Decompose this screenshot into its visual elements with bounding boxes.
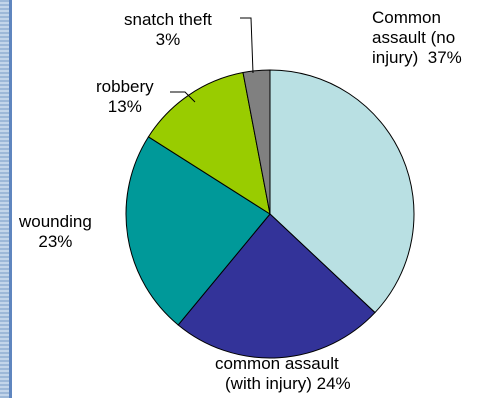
slice-wounding: [125, 136, 271, 326]
slice-snatch-theft: [242, 69, 271, 215]
label-line: Common: [372, 8, 441, 27]
label-common-assault-no-injury: Common assault (no injury) 37%: [372, 8, 462, 68]
label-text: injury): [372, 48, 419, 67]
label-line: wounding: [19, 212, 92, 231]
slice-robbery: [147, 71, 271, 216]
label-robbery: robbery 13%: [96, 77, 154, 117]
label-line: robbery: [96, 77, 154, 96]
label-common-assault-with-injury: common assault (with injury) 24%: [203, 354, 351, 394]
left-decorative-strip: [0, 0, 9, 398]
label-pct: 24%: [316, 374, 351, 393]
label-line: assault (no: [372, 28, 456, 47]
label-line: snatch theft: [124, 10, 212, 29]
label-snatch-theft: snatch theft 3%: [124, 10, 212, 50]
label-line: common assault: [214, 354, 339, 373]
slice-common-assault-with-injury: [177, 213, 376, 359]
leader-line-robbery: [170, 91, 196, 103]
label-pct: 23%: [38, 232, 73, 251]
label-wounding: wounding 23%: [19, 212, 92, 252]
label-pct: 37%: [427, 48, 462, 67]
left-strip-edge: [9, 0, 12, 398]
label-line: (with injury) 24%: [203, 374, 351, 394]
label-text: (with injury): [225, 374, 312, 393]
leader-line-snatch-theft: [240, 17, 254, 74]
label-pct: 3%: [155, 30, 181, 49]
label-line: injury) 37%: [372, 48, 462, 68]
label-pct: 13%: [107, 97, 142, 116]
slice-common-assault-no-injury: [269, 69, 415, 314]
